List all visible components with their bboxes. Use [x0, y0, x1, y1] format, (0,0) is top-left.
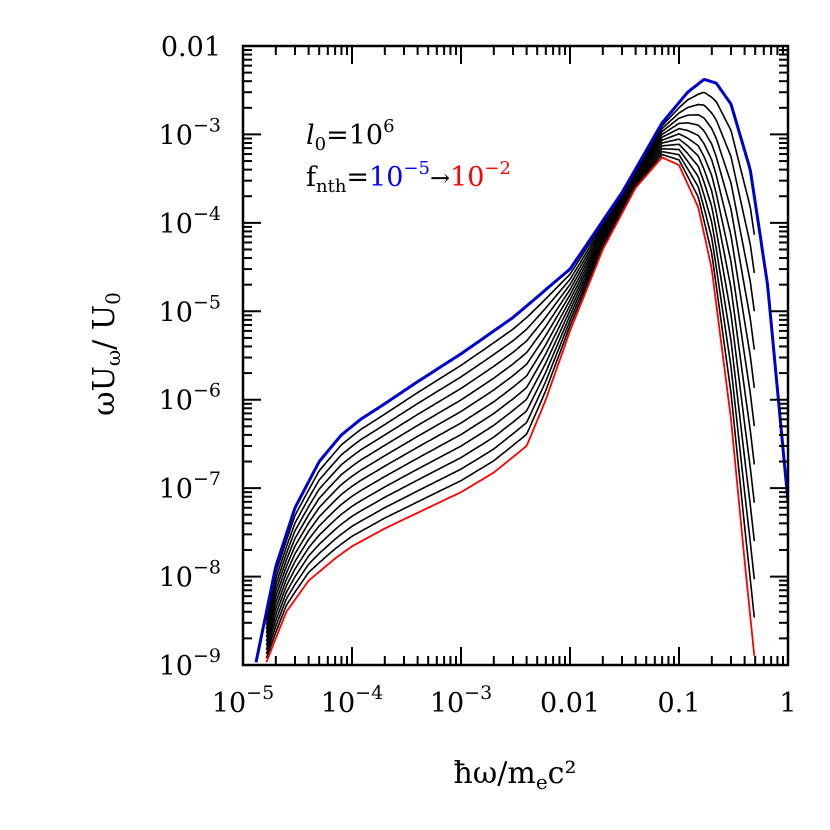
plot-frame — [241, 44, 790, 667]
x-tick-label: 10−5 — [212, 682, 274, 719]
series-line-13 — [265, 156, 756, 663]
series-line-3 — [265, 103, 756, 621]
series-line-8 — [265, 138, 756, 642]
y-axis-title: ωUω/ U0 — [87, 292, 125, 416]
y-tick-label: 10−7 — [159, 468, 221, 505]
series-line-11 — [265, 150, 756, 655]
y-tick-label: 10−9 — [159, 645, 221, 682]
series-line-7 — [265, 133, 756, 638]
y-tick-labels: 10−9 10−8 10−7 10−6 10−5 10−4 10−3 0.01 — [159, 32, 221, 682]
x-tick-label: 0.1 — [658, 688, 701, 719]
series-line-6 — [265, 127, 756, 634]
series-line-12 — [265, 153, 756, 659]
annotation-l0: l0=106 — [306, 116, 395, 155]
series-line-5 — [265, 122, 756, 629]
series-curves — [254, 78, 788, 663]
x-axis-title: ħω/mec² — [453, 756, 576, 794]
x-tick-labels: 10−5 10−4 10−3 0.01 0.1 1 — [212, 682, 797, 719]
y-tick-label: 10−5 — [159, 291, 221, 328]
y-tick-label: 10−8 — [159, 557, 221, 594]
series-line-10 — [265, 148, 756, 650]
series-line-1 — [254, 78, 788, 663]
series-line-4 — [265, 113, 756, 625]
x-tick-label: 0.01 — [540, 688, 600, 719]
y-tick-label: 10−6 — [159, 380, 221, 417]
x-tick-label: 10−3 — [430, 682, 492, 719]
y-tick-label: 0.01 — [161, 32, 221, 63]
y-tick-label: 10−4 — [159, 203, 221, 240]
series-line-9 — [265, 143, 756, 646]
series-line-2 — [265, 91, 756, 617]
annotation-fnth: fnth=10−5→10−2 — [306, 158, 511, 197]
x-tick-label: 1 — [779, 688, 796, 719]
x-tick-label: 10−4 — [321, 682, 383, 719]
y-tick-label: 10−3 — [159, 114, 221, 151]
annotation: l0=106 fnth=10−5→10−2 — [306, 116, 511, 197]
